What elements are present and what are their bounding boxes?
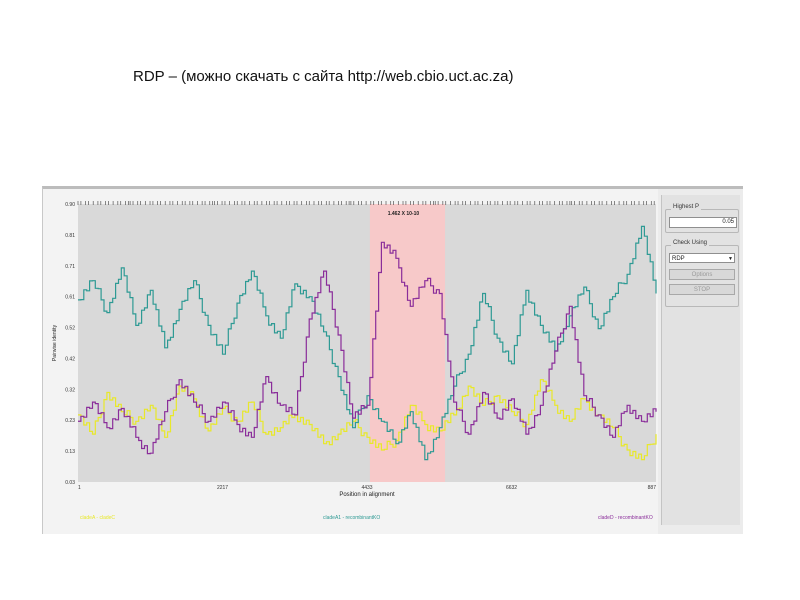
y-tick-label: 0.52 bbox=[65, 326, 75, 332]
x-tick-label: 1 bbox=[78, 485, 81, 491]
options-button[interactable]: Options bbox=[669, 269, 735, 280]
check-using-group: Check Using RDP ▼ Options STOP bbox=[665, 240, 739, 307]
rdp-window: 1.462 X 10-10 0.03 0.13 0.23 0.32 0.42 0.52 0.6… bbox=[42, 186, 743, 534]
y-tick-label: 0.32 bbox=[65, 387, 75, 393]
clade-c-line bbox=[78, 379, 657, 461]
y-tick-label: 0.03 bbox=[65, 480, 75, 486]
y-tick-label: 0.23 bbox=[65, 418, 75, 424]
legend-entry: cladeD - recombinantKO bbox=[598, 515, 653, 521]
x-tick-label: 4433 bbox=[361, 485, 372, 491]
check-using-value: RDP bbox=[672, 256, 685, 262]
highest-p-label: Highest P bbox=[671, 204, 702, 210]
recombinant-region bbox=[369, 204, 446, 482]
recombination-p-value: 1.462 X 10-10 bbox=[388, 211, 420, 217]
check-using-label: Check Using bbox=[671, 240, 710, 246]
check-using-select[interactable]: RDP ▼ bbox=[669, 253, 735, 263]
y-tick-label: 0.71 bbox=[65, 264, 75, 270]
side-panel: Highest P 0.05 Check Using RDP ▼ Options… bbox=[661, 195, 740, 525]
chevron-down-icon: ▼ bbox=[728, 256, 733, 262]
legend-entry: cladeA - cladeC bbox=[80, 515, 115, 521]
x-tick-label: 887 bbox=[648, 485, 657, 491]
recombinant-ko-line bbox=[78, 225, 657, 461]
y-tick-label: 0.13 bbox=[65, 449, 75, 455]
plot-frame: 1.462 X 10-10 0.03 0.13 0.23 0.32 0.42 0.52 0.6… bbox=[43, 189, 658, 534]
x-tick-label: 2217 bbox=[217, 485, 228, 491]
y-tick-label: 0.81 bbox=[65, 233, 75, 239]
highest-p-input[interactable]: 0.05 bbox=[669, 217, 737, 228]
y-tick-label: 0.90 bbox=[65, 202, 75, 208]
clade-d-line bbox=[78, 241, 657, 455]
slide-title: RDP – (можно скачать с сайта http://web.… bbox=[133, 68, 514, 85]
x-axis-label: Position in alignment bbox=[339, 492, 395, 498]
y-tick-label: 0.61 bbox=[65, 295, 75, 301]
stop-button[interactable]: STOP bbox=[669, 284, 735, 295]
y-axis-label: Pairwise identity bbox=[52, 324, 58, 361]
y-tick-label: 0.42 bbox=[65, 356, 75, 362]
x-tick-label: 6632 bbox=[506, 485, 517, 491]
recombination-plot[interactable]: 1.462 X 10-10 0.03 0.13 0.23 0.32 0.42 0.52 0.6… bbox=[43, 189, 658, 534]
highest-p-group: Highest P 0.05 bbox=[665, 204, 739, 233]
legend-entry: cladeA1 - recombinantKO bbox=[323, 515, 380, 521]
